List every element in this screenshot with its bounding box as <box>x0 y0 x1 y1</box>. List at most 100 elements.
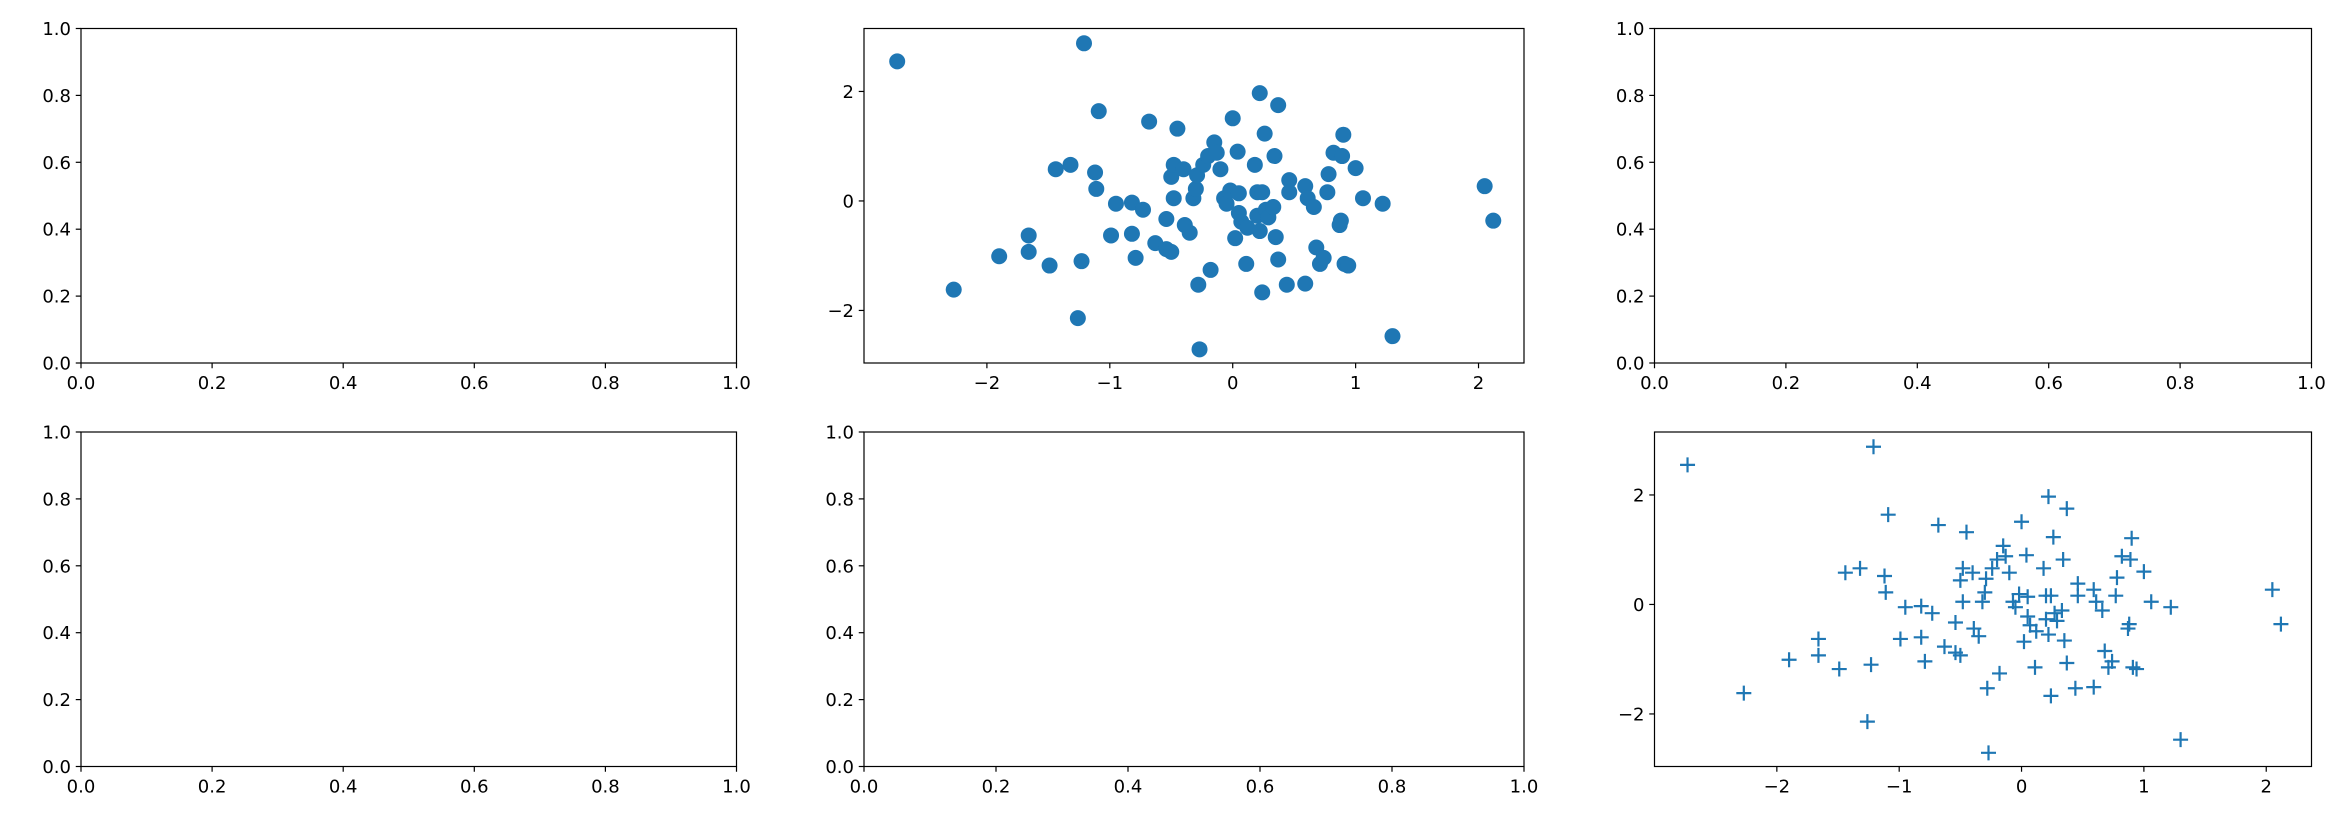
y-tick-label: 1.0 <box>825 423 854 444</box>
dot-marker <box>1103 227 1120 244</box>
x-tick-label: 0.4 <box>1114 777 1143 798</box>
plus-marker <box>1877 568 1893 584</box>
y-tick-label: 0.2 <box>42 287 71 308</box>
plus-marker <box>1892 631 1908 647</box>
plus-marker <box>1924 605 1940 621</box>
plus-marker <box>2122 552 2138 568</box>
plus-marker <box>2094 602 2110 618</box>
plus-marker <box>1930 517 1946 533</box>
plus-marker <box>2055 552 2071 568</box>
x-tick-label: −1 <box>1097 373 1124 394</box>
plus-marker <box>2059 501 2075 517</box>
plus-marker <box>1995 538 2011 554</box>
x-tick-label: 0.6 <box>2034 373 2063 394</box>
x-tick-label: 0.4 <box>1903 373 1932 394</box>
subplot: 0.0 0.2 0.4 0.6 0.8 1.0 0.0 0.2 0.4 0.6 0.8 1.0 <box>1616 19 2326 394</box>
dot-marker <box>1315 249 1332 266</box>
x-tick-label: 1 <box>2138 777 2149 798</box>
plus-marker <box>2028 623 2044 639</box>
dot-marker <box>1334 148 1351 165</box>
axes-frame <box>1653 431 2313 768</box>
dot-marker <box>1041 257 1058 274</box>
plus-marker <box>2067 680 2083 696</box>
x-tick-label: 0.2 <box>198 373 227 394</box>
dot-marker <box>1256 125 1273 142</box>
plus-marker <box>1831 661 1847 677</box>
dot-marker <box>1134 201 1151 218</box>
x-tick-label: 1.0 <box>722 373 751 394</box>
plus-marker <box>2097 643 2113 659</box>
dot-marker <box>1212 161 1229 178</box>
y-tick-label: 0.0 <box>1616 354 1645 375</box>
plus-marker <box>2129 661 2145 677</box>
plus-marker <box>2038 611 2054 627</box>
dot-marker <box>1107 195 1124 212</box>
y-tick-label: 0.6 <box>42 556 71 577</box>
plus-marker <box>2020 589 2036 605</box>
plus-marker <box>1736 685 1752 701</box>
dot-marker <box>1384 328 1401 345</box>
plus-marker <box>1781 652 1797 668</box>
y-tick-label: 2 <box>843 82 854 103</box>
dot-marker <box>1320 166 1337 183</box>
plus-marker <box>2049 613 2065 629</box>
x-tick-label: 2 <box>1473 373 1484 394</box>
x-tick-label: 0.8 <box>1378 777 1407 798</box>
y-tick-label: 1.0 <box>1616 19 1645 40</box>
axes-frame <box>80 27 738 364</box>
dot-marker <box>1340 257 1357 274</box>
markers <box>889 35 1502 358</box>
dot-marker <box>1254 184 1271 201</box>
dot-marker <box>889 53 906 70</box>
dot-marker <box>1254 284 1271 301</box>
dot-marker <box>1319 184 1336 201</box>
plus-marker <box>2273 616 2289 632</box>
plus-marker <box>2043 588 2059 604</box>
y-tick-label: 0.0 <box>825 757 854 778</box>
dot-marker <box>1202 261 1219 278</box>
plus-marker <box>1974 594 1990 610</box>
plus-marker <box>2108 588 2124 604</box>
y-tick-label: 0.8 <box>42 86 71 107</box>
x-tick-label: 1.0 <box>1510 777 1539 798</box>
plus-marker <box>2020 608 2036 624</box>
plus-marker <box>1917 653 1933 669</box>
plus-marker <box>1913 629 1929 645</box>
y-tick-label: 0.4 <box>1616 220 1645 241</box>
plus-marker <box>2070 588 2086 604</box>
plus-marker <box>2086 679 2102 695</box>
plus-marker <box>2040 627 2056 643</box>
dot-marker <box>1224 110 1241 127</box>
plus-marker <box>1979 680 1995 696</box>
dot-marker <box>1297 178 1314 195</box>
dot-marker <box>1238 255 1255 272</box>
dot-marker <box>1069 310 1086 327</box>
dot-marker <box>1088 180 1105 197</box>
y-tick-label: 0.4 <box>42 623 71 644</box>
plus-marker <box>1897 599 1913 615</box>
dot-marker <box>1297 275 1314 292</box>
plus-marker <box>2040 489 2056 505</box>
x-tick-label: 0.2 <box>198 777 227 798</box>
x-tick-label: 1.0 <box>722 777 751 798</box>
dot-marker <box>1062 156 1079 173</box>
plus-marker <box>2136 564 2152 580</box>
dot-marker <box>1270 97 1287 114</box>
dot-marker <box>1278 276 1295 293</box>
y-tick-label: 0.6 <box>1616 153 1645 174</box>
y-tick-label: 0 <box>843 191 854 212</box>
dot-marker <box>1087 164 1104 181</box>
plus-marker <box>1680 457 1696 473</box>
plus-marker <box>1977 584 1993 600</box>
plus-marker <box>1852 560 1868 576</box>
markers <box>1680 439 2289 761</box>
axes-frame <box>863 27 1525 364</box>
x-tick-label: 0 <box>1227 373 1238 394</box>
plus-marker <box>2124 530 2140 546</box>
plus-marker <box>1913 598 1929 614</box>
x-tick-label: 0.4 <box>329 777 358 798</box>
y-tick-label: 0.4 <box>42 220 71 241</box>
y-tick-label: 0.8 <box>825 489 854 510</box>
dot-marker <box>1181 224 1198 241</box>
